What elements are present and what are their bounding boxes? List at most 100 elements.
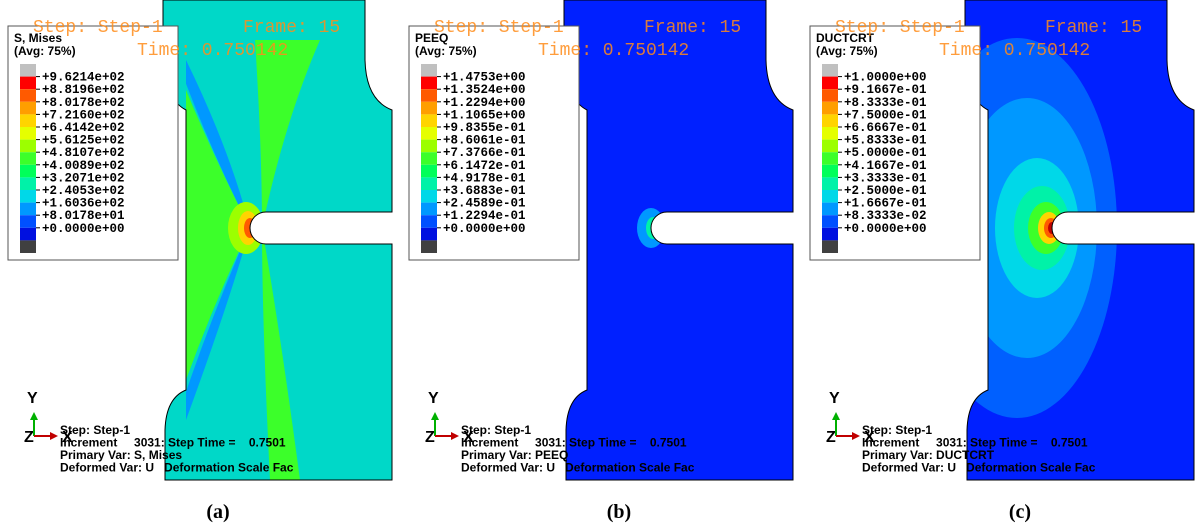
legend-box [809, 25, 981, 261]
contour [186, 90, 250, 380]
legend-label: +1.0000e+00 [844, 71, 927, 85]
footer-step: Step: Step-1 [862, 423, 932, 437]
legend-swatch [421, 177, 437, 190]
panel: S, Mises(Avg: 75%) +9.6214e+02+8.8196e+02… [7, 0, 401, 523]
legend-swatch [20, 76, 36, 90]
contour [564, 0, 793, 480]
legend-swatch [20, 164, 36, 178]
legend-label: +9.6214e+02 [42, 71, 125, 85]
legend-swatch [421, 152, 437, 165]
legend-swatch [822, 76, 838, 90]
legend-swatch [822, 152, 838, 165]
legend-label: +9.8355e-01 [443, 121, 526, 135]
legend-label: +8.0178e+01 [42, 209, 125, 223]
footer-increment: Increment 3031: Step Time = 0.7501 [862, 436, 1088, 450]
contour [255, 40, 320, 480]
contour [210, 0, 340, 480]
footer-deformed: Deformed Var: U Deformation Scale Fac [60, 461, 294, 475]
legend-label: +1.6667e-01 [844, 197, 927, 211]
legend-box [7, 25, 179, 261]
legend-swatch [20, 240, 36, 253]
overlay-step: Step: Step-1 [835, 18, 965, 38]
specimen-outline [162, 0, 393, 481]
legend-swatch [20, 89, 36, 102]
legend-label: +4.1667e-01 [844, 159, 927, 173]
overlay-time: Time: 0.750142 [939, 41, 1090, 61]
legend-label: +9.1667e-01 [844, 83, 927, 97]
legend-swatch [421, 139, 437, 153]
footer-clip [1195, 420, 1203, 480]
axis-x: X [62, 429, 73, 446]
footer-step: Step: Step-1 [461, 423, 531, 437]
legend-label: +2.5000e-01 [844, 184, 927, 198]
legend-label: +3.3333e-01 [844, 171, 927, 185]
axis-z: Z [826, 429, 836, 446]
legend-label: +8.0178e+02 [42, 96, 125, 110]
legend-label: +1.2294e+00 [443, 96, 526, 110]
caption: (b) [607, 501, 631, 523]
legend-swatch [421, 240, 437, 253]
panel-clip-edge [794, 0, 802, 490]
legend-swatch [822, 139, 838, 153]
footer-deformed: Deformed Var: U Deformation Scale Fac [461, 461, 695, 475]
legend-label: +1.4753e+00 [443, 71, 526, 85]
legend-swatch [822, 215, 838, 228]
specimen [163, 0, 392, 480]
legend-swatch [20, 190, 36, 203]
footer-clip [794, 420, 802, 480]
legend-swatch [20, 139, 36, 153]
legend-swatch [822, 177, 838, 190]
legend-avg: (Avg: 75%) [415, 44, 477, 58]
legend-swatch [20, 215, 36, 228]
legend-label: +0.0000e+00 [443, 222, 526, 236]
legend-title: PEEQ [415, 31, 448, 45]
legend-swatch [822, 89, 838, 102]
specimen [564, 0, 793, 480]
legend-label: +7.3766e-01 [443, 146, 526, 160]
overlay-time: Time: 0.750142 [137, 41, 288, 61]
footer-increment: Increment 3031: Step Time = 0.7501 [461, 436, 687, 450]
legend-label: +6.1472e-01 [443, 159, 526, 173]
axis-y: Y [27, 390, 38, 407]
legend-swatch [421, 127, 437, 140]
axis-x: X [463, 429, 474, 446]
legend-label: +7.2160e+02 [42, 108, 125, 122]
axis-x-head [451, 432, 459, 440]
legend-label: +0.0000e+00 [42, 222, 125, 236]
specimen-outline [563, 0, 794, 481]
legend-swatch [20, 227, 36, 241]
legend-swatch [421, 215, 437, 228]
legend-label: +7.5000e-01 [844, 108, 927, 122]
legend-label: +4.8107e+02 [42, 146, 125, 160]
legend-swatch [822, 240, 838, 253]
overlay-time: Time: 0.750142 [538, 41, 689, 61]
legend-swatch [421, 89, 437, 102]
axis-x-head [50, 432, 58, 440]
footer-primary: Primary Var: DUCTCRT [862, 448, 995, 462]
legend-swatch [20, 152, 36, 165]
legend-swatch [421, 101, 437, 115]
overlay-frame: Frame: 15 [644, 18, 741, 38]
legend-label: +4.0089e+02 [42, 159, 125, 173]
axis-y-head [832, 412, 840, 420]
legend-swatch [822, 202, 838, 216]
legend-swatch [20, 64, 36, 77]
caption: (c) [1009, 501, 1031, 523]
legend-label: +8.3333e-02 [844, 209, 927, 223]
legend-swatch [822, 190, 838, 203]
overlay-frame: Frame: 15 [1045, 18, 1142, 38]
legend-swatch [822, 164, 838, 178]
axis-y-head [431, 412, 439, 420]
overlay-frame: Frame: 15 [243, 18, 340, 38]
legend-swatch [822, 64, 838, 77]
legend-swatch [421, 76, 437, 90]
legend-swatch [822, 127, 838, 140]
legend-label: +6.4142e+02 [42, 121, 125, 135]
legend-label: +5.6125e+02 [42, 134, 125, 148]
legend-label: +6.6667e-01 [844, 121, 927, 135]
legend-swatch [421, 164, 437, 178]
legend-avg: (Avg: 75%) [14, 44, 76, 58]
legend-label: +3.6883e-01 [443, 184, 526, 198]
legend-avg: (Avg: 75%) [816, 44, 878, 58]
